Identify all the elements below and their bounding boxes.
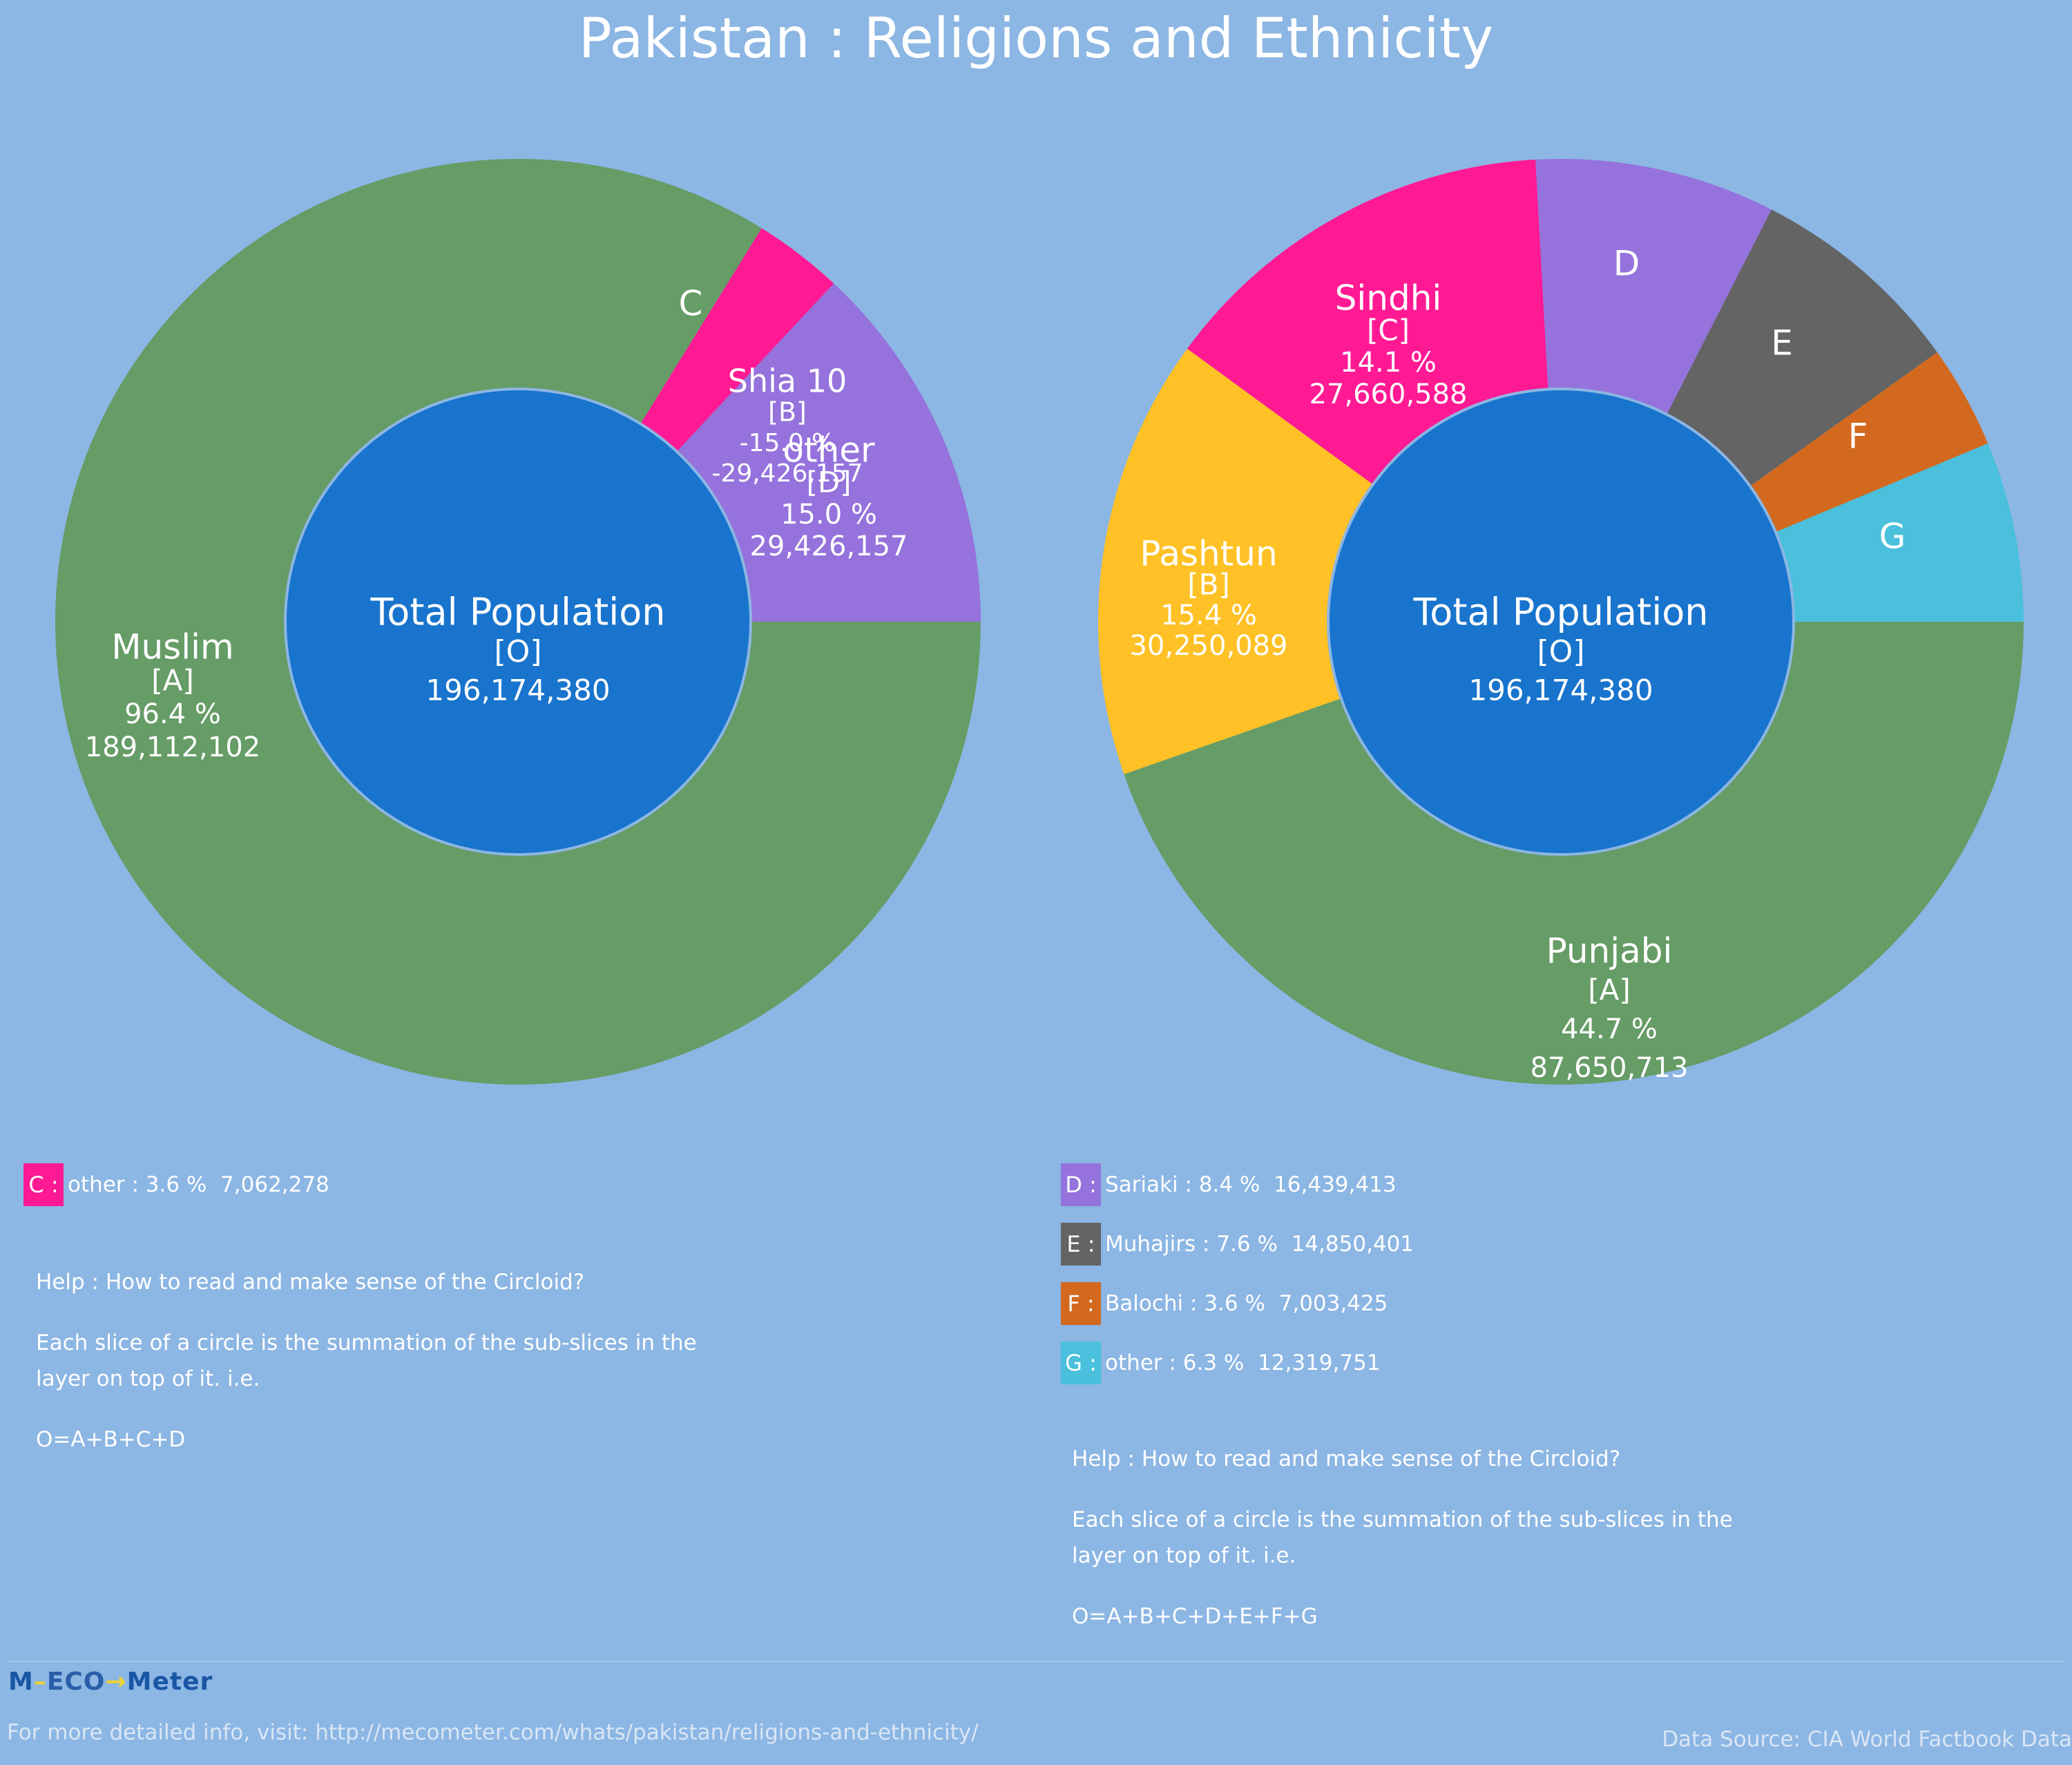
center-label-line-1: [O]	[1537, 634, 1585, 669]
center-label-line-0: Total Population	[370, 591, 666, 634]
slice-label-b-line-3: -29,426,157	[711, 459, 863, 488]
slice-label-d-line-1: [D]	[806, 466, 851, 499]
religions-help: Help : How to read and make sense of the…	[36, 1264, 699, 1482]
center-label-line-2: 196,174,380	[1468, 674, 1653, 707]
legend-item-g: G : other : 6.3 % 12,319,751	[1061, 1342, 1414, 1384]
slice-label-b-line-2: 15.4 %	[1160, 600, 1257, 631]
slice-label-a-line-3: 189,112,102	[85, 732, 260, 763]
legend-item-e: E : Muhajirs : 7.6 % 14,850,401	[1061, 1223, 1414, 1266]
slice-label-c-line-3: 27,660,588	[1309, 379, 1467, 410]
center-label-line-0: Total Population	[1413, 591, 1709, 634]
ethnicity-circloid-chart: Total Population[O] 196,174,380 Punjabi[A]…	[1098, 158, 2024, 1085]
slice-label-a-line-2: 44.7 %	[1561, 1013, 1658, 1045]
help-formula: O=A+B+C+D+E+F+G	[1072, 1604, 1318, 1629]
legend-label: Balochi : 3.6 % 7,003,425	[1105, 1291, 1388, 1316]
help-body: Each slice of a circle is the summation …	[36, 1330, 697, 1391]
slice-label-b-line-1: [B]	[768, 397, 807, 428]
footer-info-link[interactable]: For more detailed info, visit: http://me…	[7, 1720, 979, 1745]
ethnicity-legend: D : Sariaki : 8.4 % 16,439,413 E : Muhaj…	[1061, 1163, 1414, 1401]
slice-label-b-line-0: Pashtun	[1140, 534, 1277, 574]
help-heading: Help : How to read and make sense of the…	[1072, 1447, 1621, 1471]
slice-label-d-line-0: D	[1613, 244, 1640, 284]
slice-label-g-line-0: G	[1879, 517, 1906, 557]
slice-label-d-line-3: 29,426,157	[749, 531, 908, 562]
help-formula: O=A+B+C+D	[36, 1427, 186, 1452]
slice-label-d-line-2: 15.0 %	[780, 499, 877, 531]
mecometer-logo[interactable]: M–ECO→Meter	[8, 1668, 213, 1696]
slice-label-b-line-0: Shia 10	[728, 363, 847, 400]
slice-label-c-line-0: Sindhi	[1335, 278, 1442, 318]
help-body: Each slice of a circle is the summation …	[1072, 1507, 1733, 1568]
legend-label: other : 6.3 % 12,319,751	[1105, 1351, 1381, 1375]
ethnicity-help: Help : How to read and make sense of the…	[1072, 1441, 1735, 1659]
center-total[interactable]	[287, 390, 749, 853]
slice-label-e-line-0: E	[1771, 323, 1793, 363]
slice-label-c-line-1: [C]	[1367, 314, 1410, 347]
slice-label-b-line-3: 30,250,089	[1129, 630, 1287, 662]
legend-swatch: G :	[1061, 1342, 1101, 1384]
center-label-line-2: 196,174,380	[425, 674, 610, 707]
page-title: Pakistan : Religions and Ethnicity	[578, 6, 1494, 70]
religions-circloid-chart: Total Population[O] 196,174,380 Muslim[A]9…	[55, 158, 981, 1085]
slice-label-d-line-0: other	[783, 430, 875, 470]
footer-divider	[7, 1661, 2065, 1662]
religions-legend: C : other : 3.6 % 7,062,278	[23, 1163, 329, 1223]
legend-label: Muhajirs : 7.6 % 14,850,401	[1105, 1232, 1414, 1257]
slice-label-a-line-1: [A]	[1588, 973, 1631, 1007]
legend-swatch: D :	[1061, 1163, 1101, 1206]
slice-label-c-line-0: C	[679, 284, 703, 324]
data-source: Data Source: CIA World Factbook Data	[1662, 1727, 2072, 1752]
help-heading: Help : How to read and make sense of the…	[36, 1270, 585, 1295]
legend-label: other : 3.6 % 7,062,278	[68, 1172, 329, 1197]
slice-label-b-line-2: -15.0 %	[740, 429, 836, 457]
center-total[interactable]	[1330, 390, 1792, 853]
slice-b[interactable]	[1098, 348, 1561, 774]
legend-item-c: C : other : 3.6 % 7,062,278	[23, 1163, 329, 1206]
slice-label-a-line-1: [A]	[151, 664, 194, 698]
slice-label-a-line-2: 96.4 %	[124, 698, 221, 730]
legend-swatch: F :	[1061, 1282, 1101, 1325]
slice-label-c-line-2: 14.1 %	[1340, 347, 1437, 379]
legend-item-f: F : Balochi : 3.6 % 7,003,425	[1061, 1282, 1414, 1325]
slice-label-b-line-1: [B]	[1187, 568, 1230, 602]
slice-label-a-line-3: 87,650,713	[1530, 1052, 1688, 1084]
center-label-line-1: [O]	[495, 634, 542, 669]
slice-label-a-line-0: Muslim	[111, 627, 233, 667]
slice-label-a-line-0: Punjabi	[1546, 931, 1673, 971]
legend-swatch: C :	[23, 1163, 64, 1206]
legend-item-d: D : Sariaki : 8.4 % 16,439,413	[1061, 1163, 1414, 1206]
legend-swatch: E :	[1061, 1223, 1101, 1266]
slice-label-f-line-0: F	[1848, 417, 1868, 457]
legend-label: Sariaki : 8.4 % 16,439,413	[1105, 1172, 1397, 1197]
